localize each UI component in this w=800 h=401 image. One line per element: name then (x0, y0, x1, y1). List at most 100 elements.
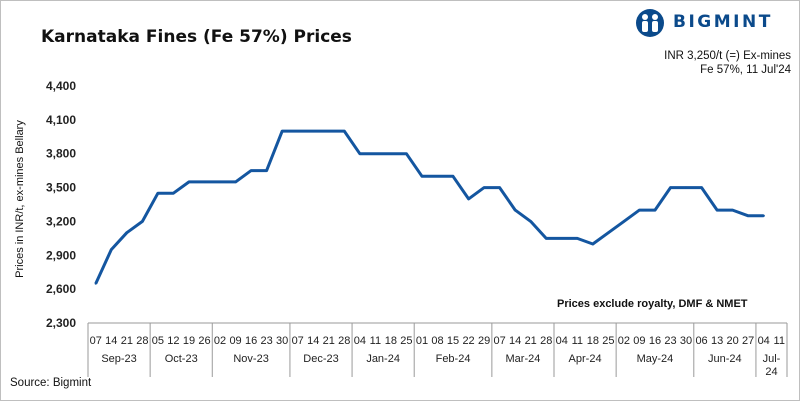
x-tick-label: 20 (727, 335, 739, 347)
data-point (343, 129, 346, 133)
chart-note: Prices exclude royalty, DMF & NMET (557, 298, 748, 310)
x-tick-label: 28 (540, 335, 552, 347)
data-point (172, 192, 175, 195)
data-point (545, 237, 548, 240)
x-tick-label: 02 (618, 335, 630, 347)
data-point (249, 169, 253, 172)
x-tick-label: 18 (385, 335, 397, 347)
month-label: 24 (765, 366, 777, 378)
brand-name: BIGMINT (673, 12, 773, 32)
month-label: Nov-23 (233, 353, 268, 365)
x-tick-label: 11 (370, 335, 381, 347)
x-tick-label: 08 (431, 335, 443, 347)
data-point (653, 208, 657, 212)
x-tick-label: 30 (680, 335, 692, 347)
x-tick-label: 07 (292, 335, 304, 347)
x-tick-label: 15 (447, 335, 459, 347)
x-tick-label: 14 (509, 335, 521, 347)
x-tick-label: 14 (307, 335, 319, 347)
data-point (576, 237, 579, 240)
data-point (187, 180, 191, 184)
data-point (156, 192, 160, 195)
x-tick-label: 06 (695, 335, 707, 347)
data-point (358, 152, 362, 155)
data-point (607, 231, 610, 234)
x-tick-label: 11 (572, 335, 583, 347)
data-point (110, 248, 113, 251)
data-point (762, 214, 765, 217)
month-label: Mar-24 (506, 353, 541, 365)
y-tick-label: 4,100 (46, 113, 76, 127)
data-point (280, 129, 284, 133)
data-point (234, 180, 237, 184)
x-tick-label: 04 (354, 335, 366, 347)
data-point (684, 186, 688, 189)
data-point (482, 186, 486, 189)
x-tick-label: 23 (261, 335, 273, 347)
x-tick-label: 05 (152, 335, 164, 347)
month-label: Sep-23 (101, 353, 136, 365)
data-point (405, 152, 408, 155)
data-point (374, 152, 377, 155)
x-tick-label: 09 (633, 335, 645, 347)
x-tick-label: 07 (90, 335, 102, 347)
month-label: Feb-24 (436, 353, 471, 365)
x-tick-label: 27 (742, 335, 754, 347)
data-point (731, 208, 734, 212)
x-tick-label: 04 (758, 335, 770, 347)
data-point (312, 129, 315, 133)
data-point (125, 231, 129, 234)
month-label: Jun-24 (708, 353, 742, 365)
x-tick-label: 25 (602, 335, 614, 347)
bigmint-logo-icon (636, 9, 664, 37)
chart-title: Karnataka Fines (Fe 57%) Prices (41, 27, 352, 47)
y-tick-label: 4,400 (46, 79, 76, 93)
month-label: Oct-23 (165, 353, 198, 365)
price-series-line (94, 129, 764, 285)
x-tick-label: 23 (664, 335, 676, 347)
data-point (218, 180, 222, 184)
month-label: Jul- (763, 353, 781, 365)
data-point (141, 220, 144, 223)
x-tick-label: 04 (556, 335, 568, 347)
data-point (467, 197, 470, 201)
data-point (296, 129, 299, 133)
x-tick-label: 25 (400, 335, 412, 347)
data-point (529, 220, 532, 223)
brand-logo: BIGMINT (635, 8, 795, 38)
x-tick-label: 28 (136, 335, 148, 347)
y-tick-label: 3,500 (46, 181, 76, 195)
x-tick-label: 21 (323, 335, 335, 347)
x-tick-label: 09 (229, 335, 241, 347)
data-point (591, 242, 595, 246)
data-point (715, 208, 719, 212)
x-tick-label: 07 (494, 335, 506, 347)
x-tick-label: 16 (649, 335, 661, 347)
data-point (265, 169, 268, 172)
data-point (638, 208, 641, 212)
data-point (560, 237, 563, 240)
y-tick-label: 2,600 (46, 282, 76, 296)
x-tick-label: 19 (183, 335, 195, 347)
data-point (203, 180, 206, 184)
x-tick-label: 28 (338, 335, 350, 347)
x-tick-label: 12 (167, 335, 179, 347)
x-tick-label: 13 (711, 335, 723, 347)
data-point (420, 175, 424, 178)
y-tick-label: 2,300 (46, 316, 76, 330)
data-point (498, 186, 501, 189)
x-tick-label: 22 (462, 335, 474, 347)
x-tick-label: 29 (478, 335, 490, 347)
data-point (746, 214, 750, 217)
x-tick-label: 26 (198, 335, 210, 347)
x-tick-label: 21 (121, 335, 133, 347)
x-tick-label: 18 (587, 335, 599, 347)
data-point (700, 186, 703, 189)
annotation-line-1: INR 3,250/t (=) Ex-mines (664, 50, 791, 62)
data-point (94, 282, 97, 285)
month-label: Dec-23 (303, 353, 338, 365)
x-tick-label: 16 (245, 335, 257, 347)
data-point (389, 152, 393, 155)
